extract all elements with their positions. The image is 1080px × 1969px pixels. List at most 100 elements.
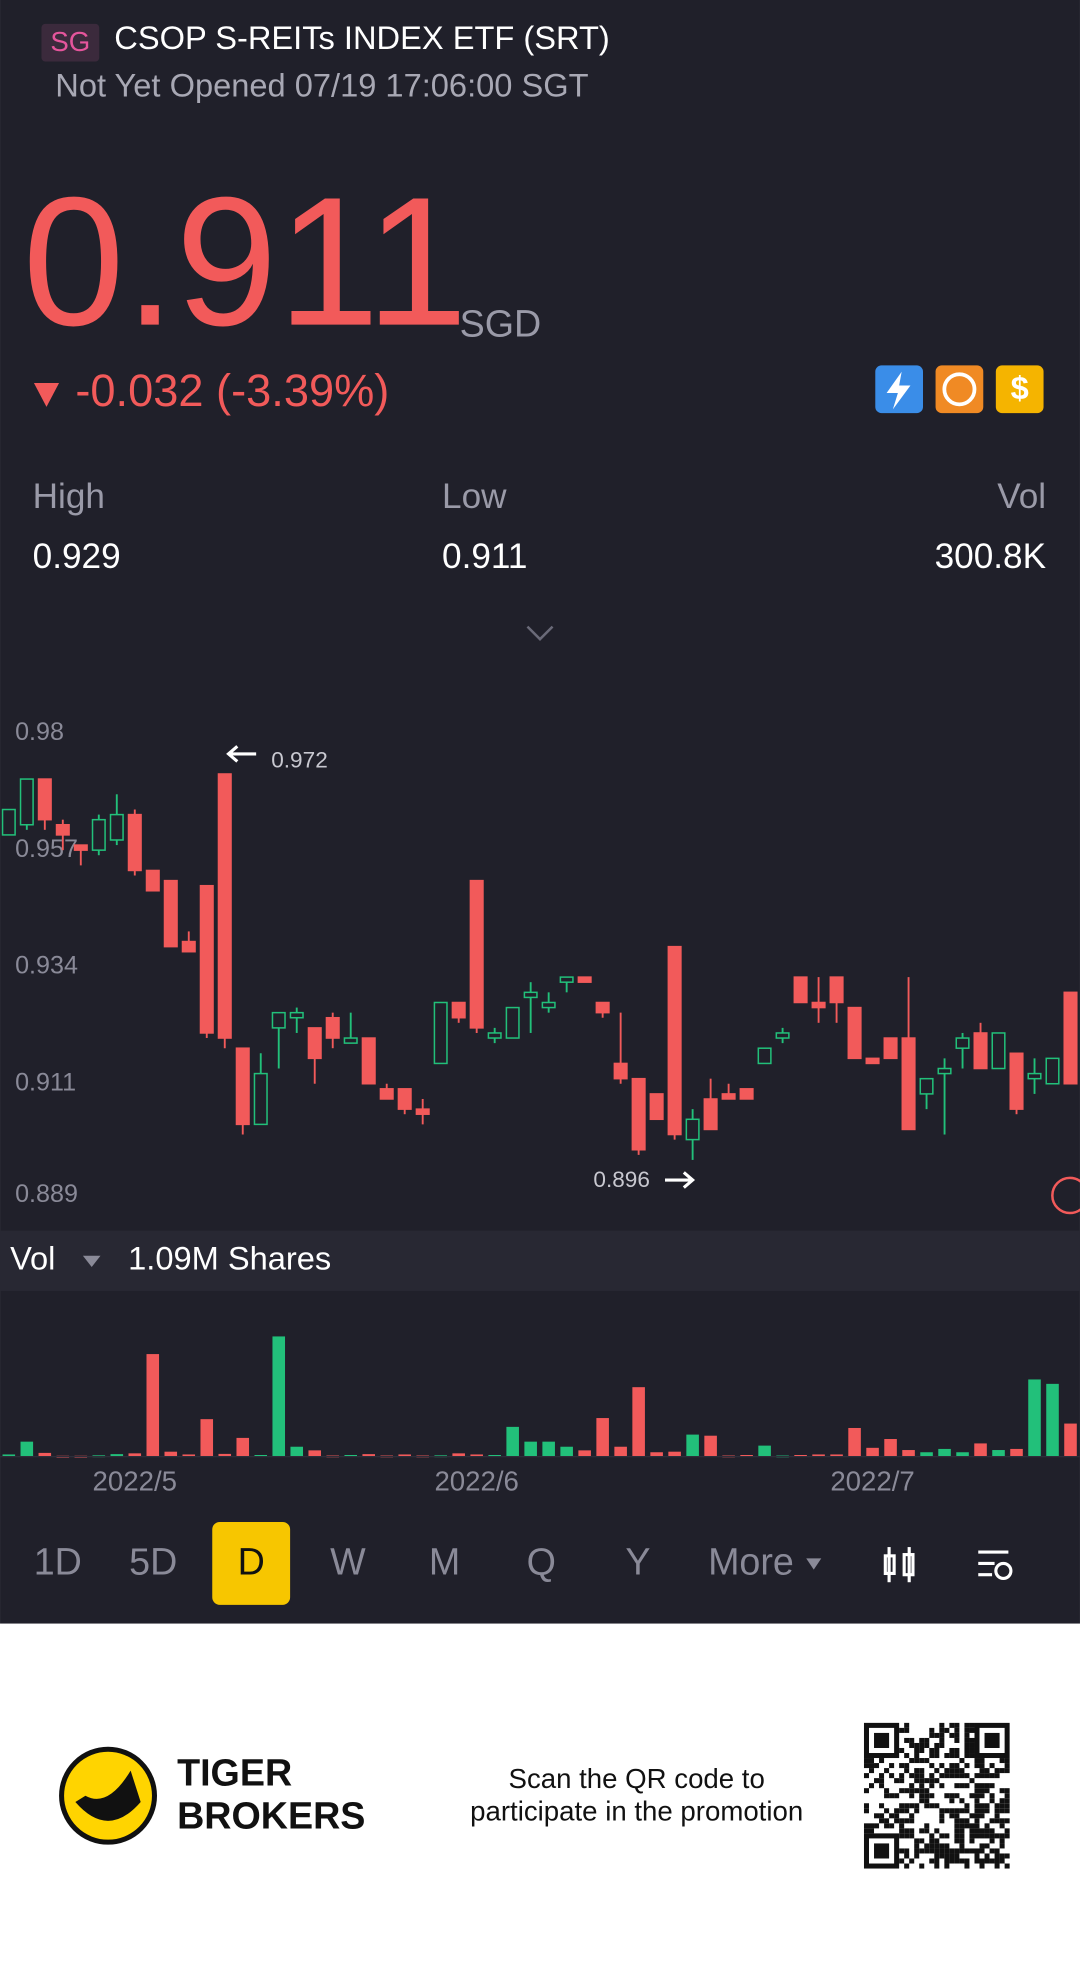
volume-bar	[524, 1441, 537, 1457]
qr-module	[879, 1803, 885, 1809]
icon-dollar[interactable]	[995, 365, 1044, 414]
candle-body	[487, 1032, 502, 1039]
candle-body	[757, 1047, 772, 1065]
volume-label[interactable]: Vol	[10, 1239, 55, 1276]
volume-bar	[686, 1434, 699, 1457]
candle-body	[1, 808, 16, 836]
candle-body	[883, 1037, 898, 1060]
qr-module	[914, 1758, 920, 1764]
qr-module	[999, 1843, 1005, 1849]
period-tab[interactable]: W	[330, 1541, 366, 1583]
qr-module	[909, 1858, 915, 1864]
candle-body	[253, 1072, 268, 1126]
qr-module	[959, 1843, 965, 1849]
period-tab[interactable]: 5D	[129, 1541, 177, 1583]
qr-module	[964, 1737, 970, 1743]
qr-module	[929, 1747, 935, 1754]
qr-module	[914, 1747, 920, 1754]
qr-module	[984, 1843, 990, 1849]
chart-badge[interactable]	[1051, 1176, 1080, 1215]
qr-module	[929, 1833, 935, 1839]
qr-module	[949, 1808, 955, 1814]
qr-module	[929, 1858, 935, 1864]
qr-module	[949, 1732, 955, 1738]
active-tab-bg[interactable]	[212, 1521, 291, 1605]
indicator-settings-icon[interactable]	[978, 1550, 1013, 1581]
volume-bar	[344, 1455, 358, 1457]
volume-bar	[740, 1455, 753, 1457]
qr-module	[954, 1813, 960, 1819]
candle-body	[343, 1037, 358, 1044]
qr-module	[939, 1773, 945, 1779]
volume-bar	[812, 1454, 825, 1457]
candle-body	[73, 844, 88, 851]
qr-module	[984, 1788, 990, 1794]
qr-module	[944, 1793, 950, 1799]
qr-module	[934, 1778, 940, 1784]
qr-module	[929, 1803, 935, 1809]
period-tab[interactable]: Q	[527, 1541, 556, 1583]
expand-chevron[interactable]	[526, 625, 554, 641]
qr-module	[919, 1863, 925, 1869]
qr-module	[999, 1788, 1005, 1794]
qr-module	[939, 1737, 945, 1743]
more-caret[interactable]	[806, 1558, 822, 1570]
qr-module	[934, 1732, 940, 1738]
qr-module	[964, 1808, 970, 1814]
qr-module	[934, 1753, 940, 1759]
period-tab[interactable]: M	[429, 1541, 460, 1583]
period-tab[interactable]: Y	[625, 1541, 650, 1583]
qr-module	[919, 1768, 925, 1774]
volume-bar	[614, 1446, 627, 1457]
qr-module	[919, 1828, 925, 1834]
qr-module	[999, 1803, 1005, 1809]
qr-module	[984, 1768, 990, 1774]
period-tab[interactable]: More	[708, 1541, 794, 1583]
qr-module	[879, 1813, 885, 1819]
qr-module	[919, 1788, 925, 1794]
qr-module	[984, 1783, 990, 1789]
qr-module	[979, 1783, 985, 1789]
qr-module	[979, 1848, 985, 1854]
qr-module	[1004, 1798, 1010, 1804]
qr-module	[969, 1753, 975, 1759]
qr-module	[869, 1783, 875, 1789]
qr-module	[944, 1848, 950, 1854]
qr-module	[904, 1763, 910, 1769]
candle-body	[415, 1108, 430, 1115]
qr-finder	[863, 1722, 900, 1759]
qr-module	[959, 1828, 965, 1834]
qr-finder-core	[984, 1732, 1000, 1748]
qr-module	[904, 1808, 910, 1814]
candle-body	[775, 1032, 790, 1039]
candle-body	[379, 1088, 394, 1100]
stock-title: CSOP S-REITs INDEX ETF (SRT)	[114, 19, 609, 56]
qr-module	[979, 1788, 985, 1794]
qr-module	[939, 1732, 945, 1738]
qr-module	[879, 1758, 885, 1764]
candle-body	[1009, 1052, 1024, 1110]
qr-module	[863, 1773, 870, 1779]
qr-module	[919, 1793, 925, 1799]
qr-module	[919, 1783, 925, 1789]
volume-bar	[542, 1441, 555, 1457]
qr-module	[969, 1838, 975, 1844]
qr-module	[989, 1828, 995, 1834]
volume-dropdown[interactable]	[82, 1255, 101, 1268]
volume-bar	[794, 1455, 807, 1457]
volume-bar	[560, 1446, 573, 1457]
volume-bar	[236, 1437, 250, 1457]
qr-module	[879, 1783, 885, 1789]
chart-type-icon[interactable]	[883, 1547, 915, 1583]
qr-module	[904, 1722, 910, 1728]
qr-module	[994, 1848, 1000, 1854]
period-tab[interactable]: 1D	[34, 1541, 82, 1583]
period-tab[interactable]: D	[238, 1541, 265, 1583]
qr-module	[1004, 1763, 1010, 1769]
qr-module	[984, 1833, 990, 1839]
last-price: 0.911	[23, 159, 468, 364]
qr-module	[904, 1828, 910, 1834]
qr-module	[984, 1853, 990, 1859]
qr-module	[909, 1818, 915, 1824]
